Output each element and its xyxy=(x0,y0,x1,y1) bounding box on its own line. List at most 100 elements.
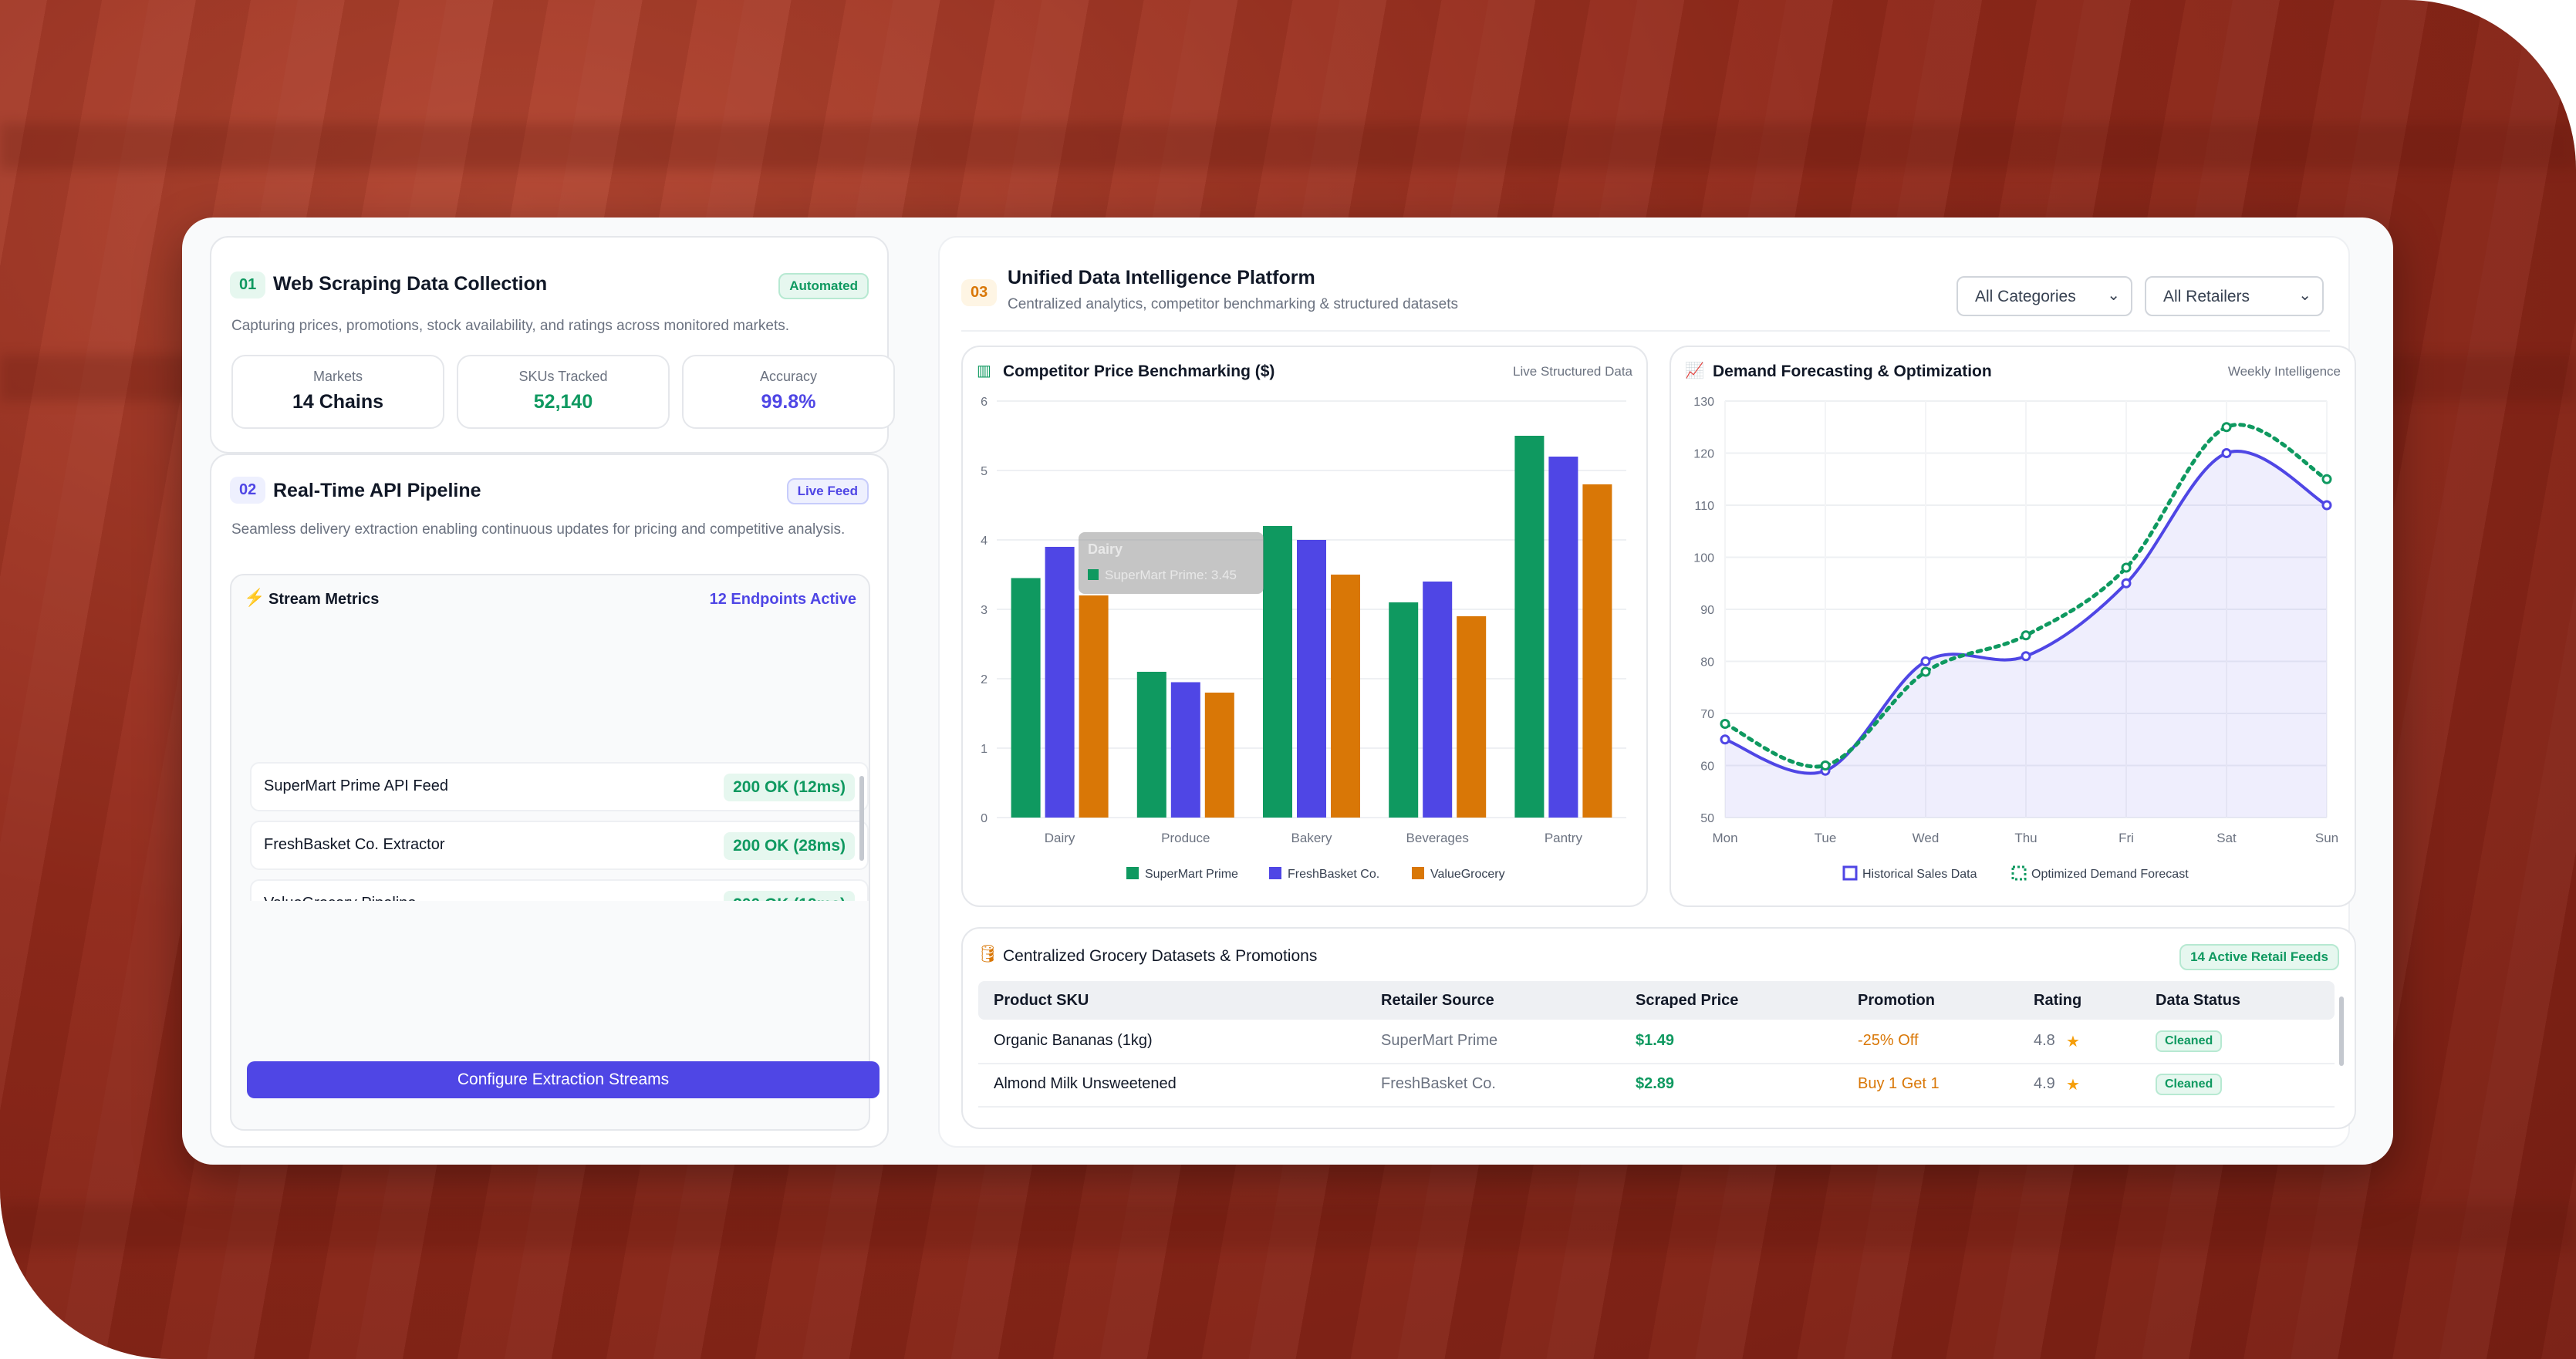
price-cell: $1.49 xyxy=(1636,1032,1675,1049)
table-header xyxy=(978,981,2335,1020)
feed-item: ValueGrocery Pipeline 200 OK (19ms) xyxy=(250,879,869,901)
x-tick-label: Fri xyxy=(2119,831,2134,845)
benchmark-title: Competitor Price Benchmarking ($) xyxy=(1003,363,1275,380)
feed-name: SuperMart Prime API Feed xyxy=(264,777,448,794)
y-tick-label: 70 xyxy=(1700,708,1714,721)
stat-value: 99.8% xyxy=(761,391,816,413)
col-promotion[interactable]: Promotion xyxy=(1858,992,1935,1009)
api-pipeline-card: 02 Real-Time API Pipeline Live Feed Seam… xyxy=(210,454,889,1148)
table-row[interactable]: Organic Bananas (1kg) SuperMart Prime $1… xyxy=(978,1020,2335,1064)
endpoints-active: 12 Endpoints Active xyxy=(709,591,856,608)
line-chart[interactable]: 50 60 70 80 90 100 110 120 130 Mon Tue Wed Thu Fri Sat… xyxy=(1671,393,2355,902)
forecast-chart-card: 📈 Demand Forecasting & Optimization Week… xyxy=(1670,346,2356,907)
y-tick-label: 90 xyxy=(1700,604,1714,617)
y-tick-label: 50 xyxy=(1700,812,1714,825)
y-tick-label: 60 xyxy=(1700,760,1714,774)
y-tick-label: 80 xyxy=(1700,656,1714,669)
tooltip-value: SuperMart Prime: 3.45 xyxy=(1105,568,1237,582)
point-historical-sales-data xyxy=(2221,448,2232,458)
configure-streams-button[interactable]: Configure Extraction Streams xyxy=(247,1061,879,1098)
y-tick-label: 130 xyxy=(1693,396,1714,409)
tooltip-swatch xyxy=(1088,569,1099,580)
tooltip-title: Dairy xyxy=(1088,541,1123,557)
price-cell: $2.89 xyxy=(1636,1075,1675,1092)
retailer-filter[interactable]: All Retailers ⌄ xyxy=(2145,276,2324,316)
status-badge: Cleaned xyxy=(2156,1030,2223,1052)
feed-scrollbar[interactable] xyxy=(859,776,864,861)
database-icon: 🛢 xyxy=(977,944,998,963)
col-rating[interactable]: Rating xyxy=(2034,992,2082,1009)
stat-skus: SKUs Tracked 52,140 xyxy=(457,355,670,429)
point-optimized-demand-forecast xyxy=(1920,666,1931,677)
x-tick-label: Wed xyxy=(1913,831,1940,845)
line-chart-icon: 📈 xyxy=(1685,363,1704,379)
x-tick-label: Bakery xyxy=(1291,831,1332,845)
stat-label: Accuracy xyxy=(759,369,818,384)
table-row[interactable]: Almond Milk Unsweetened FreshBasket Co. … xyxy=(978,1063,2335,1108)
stream-metrics-title: Stream Metrics xyxy=(268,591,380,608)
point-optimized-demand-forecast xyxy=(2221,422,2232,433)
feed-status: 200 OK (28ms) xyxy=(724,832,855,860)
legend-label: Optimized Demand Forecast xyxy=(2031,868,2189,881)
point-historical-sales-data xyxy=(2321,500,2332,511)
legend-swatch xyxy=(1126,867,1139,879)
stat-accuracy: Accuracy 99.8% xyxy=(682,355,895,429)
col-scraped-price[interactable]: Scraped Price xyxy=(1636,992,1739,1009)
bar-chart[interactable]: 0 1 2 3 4 5 6 Dairy Produce Bakery Beverages Pantry… xyxy=(963,393,1646,902)
feed-list[interactable]: SuperMart Prime API Feed 200 OK (12ms) F… xyxy=(231,762,869,901)
point-historical-sales-data xyxy=(2121,578,2132,588)
col-data-status[interactable]: Data Status xyxy=(2156,992,2241,1009)
y-tick-label: 6 xyxy=(981,396,988,409)
point-optimized-demand-forecast xyxy=(2121,562,2132,573)
y-tick-label: 5 xyxy=(981,465,988,478)
status-badge: Cleaned xyxy=(2156,1074,2223,1095)
stream-metrics-box: ⚡ Stream Metrics 12 Endpoints Active Sup… xyxy=(230,574,879,1131)
x-tick-label: Thu xyxy=(2014,831,2037,845)
category-filter-value: All Categories xyxy=(1975,288,2076,305)
legend-label: SuperMart Prime xyxy=(1145,868,1238,881)
benchmark-chart-card: ▥ Competitor Price Benchmarking ($) Live… xyxy=(961,346,1648,907)
stat-markets: Markets 14 Chains xyxy=(231,355,444,429)
datasets-title: Centralized Grocery Datasets & Promotion… xyxy=(1003,947,1318,965)
category-filter[interactable]: All Categories ⌄ xyxy=(1956,276,2132,316)
legend-swatch xyxy=(1412,867,1424,879)
feed-name: ValueGrocery Pipeline xyxy=(264,895,417,901)
bar-freshbasket-co--produce xyxy=(1170,682,1200,818)
section-number: 03 xyxy=(961,279,998,306)
x-tick-label: Tue xyxy=(1815,831,1837,845)
legend-swatch xyxy=(1842,865,1858,881)
star-icon: ★ xyxy=(2066,1034,2080,1050)
api-description: Seamless delivery extraction enabling co… xyxy=(231,521,846,538)
col-product-sku[interactable]: Product SKU xyxy=(994,992,1089,1009)
x-tick-label: Sun xyxy=(2315,831,2338,845)
bar-supermart-prime-bakery xyxy=(1263,526,1292,818)
chevron-down-icon: ⌄ xyxy=(2298,287,2311,304)
retailer-cell: FreshBasket Co. xyxy=(1381,1075,1496,1092)
dashboard-panel: 01 Web Scraping Data Collection Automate… xyxy=(182,218,2393,1165)
star-icon: ★ xyxy=(2066,1077,2080,1094)
point-optimized-demand-forecast xyxy=(2021,630,2031,641)
bar-freshbasket-co--beverages xyxy=(1423,582,1453,818)
legend-swatch xyxy=(2011,865,2027,881)
forecast-title: Demand Forecasting & Optimization xyxy=(1713,363,1992,380)
feed-item: FreshBasket Co. Extractor 200 OK (28ms) xyxy=(250,821,869,870)
legend-label: FreshBasket Co. xyxy=(1288,868,1379,881)
forecast-tag: Weekly Intelligence xyxy=(2227,364,2341,379)
x-tick-label: Beverages xyxy=(1406,831,1469,845)
sku-cell: Organic Bananas (1kg) xyxy=(994,1032,1153,1049)
y-tick-label: 3 xyxy=(981,604,988,617)
feed-item: SuperMart Prime API Feed 200 OK (12ms) xyxy=(250,762,869,811)
promotion-cell: -25% Off xyxy=(1858,1032,1919,1049)
bar-valuegrocery-dairy xyxy=(1079,595,1109,818)
api-title: Real-Time API Pipeline xyxy=(273,480,481,501)
retailer-filter-value: All Retailers xyxy=(2163,288,2250,305)
bar-freshbasket-co--dairy xyxy=(1045,547,1075,818)
divider xyxy=(961,330,2330,332)
table-scrollbar[interactable] xyxy=(2339,996,2344,1066)
stat-label: Markets xyxy=(312,369,363,384)
col-retailer-source[interactable]: Retailer Source xyxy=(1381,992,1494,1009)
legend-swatch xyxy=(1269,867,1281,879)
automated-badge: Automated xyxy=(778,273,869,299)
tooltip-box xyxy=(1079,532,1264,594)
live-feed-badge: Live Feed xyxy=(786,478,869,504)
